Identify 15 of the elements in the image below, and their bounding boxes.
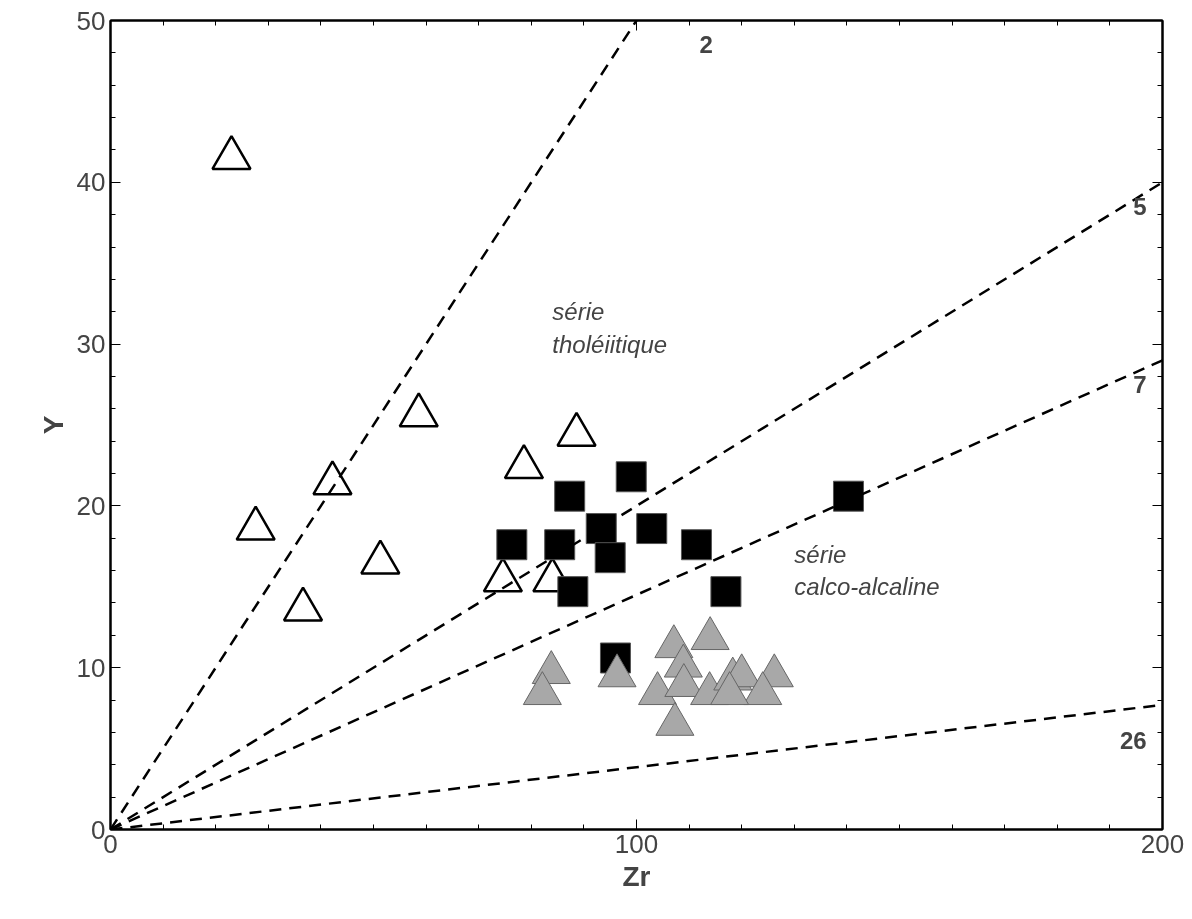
y-tick-label: 20: [76, 490, 106, 521]
annotation: 5: [1133, 193, 1147, 221]
annotation: 7: [1133, 371, 1147, 399]
x-axis-title: Zr: [622, 860, 651, 892]
annotation: série tholéiitique: [552, 298, 668, 358]
annotation: série calco-alcaline: [794, 540, 940, 601]
y-axis-title: Y: [37, 415, 69, 435]
y-tick-label: 50: [76, 5, 106, 36]
y-tick-label: 40: [76, 167, 106, 198]
y-tick-label: 10: [76, 652, 106, 683]
y-tick-label: 30: [76, 329, 106, 360]
annotation: 2: [699, 31, 713, 59]
x-tick-label: 100: [614, 828, 659, 859]
x-tick-label: 200: [1140, 828, 1185, 859]
annotation: 26: [1120, 727, 1147, 755]
